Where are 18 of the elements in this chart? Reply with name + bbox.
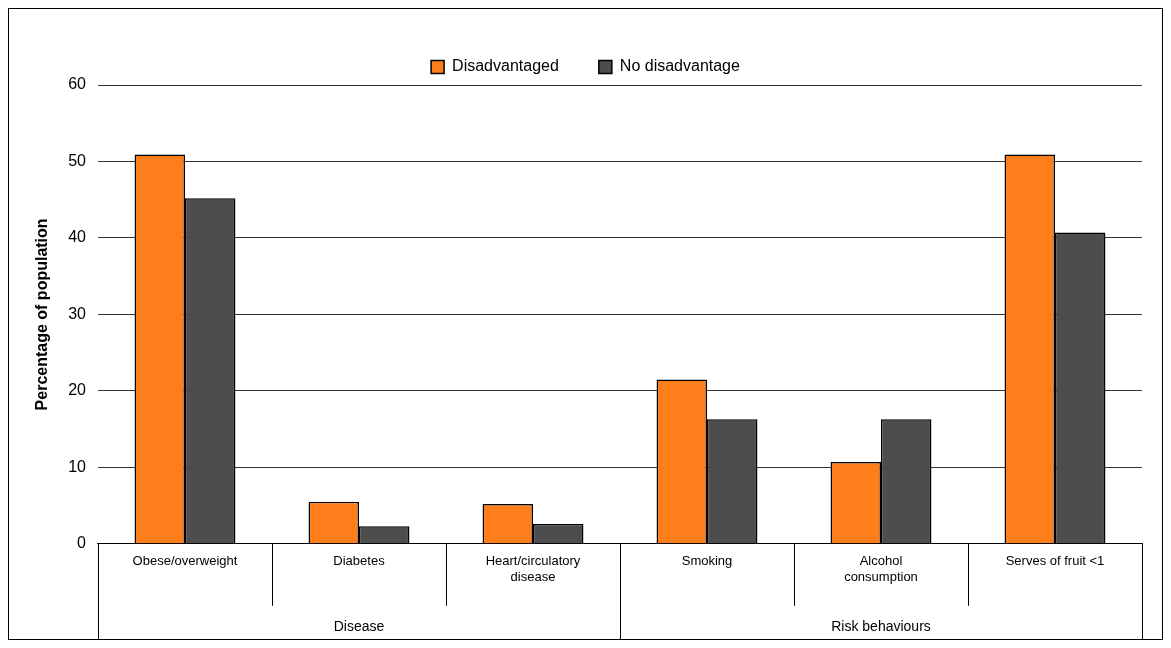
text: Risk behaviours (831, 617, 931, 634)
y-tick-label: 50 (68, 151, 87, 169)
text: Disease (333, 617, 385, 634)
y-axis-title: Percentage of population (33, 218, 51, 411)
y-tick-label: 20 (68, 381, 87, 399)
y-tick-label: 0 (77, 534, 87, 552)
legend-label: No disadvantage (619, 57, 741, 75)
x-tick-label: Obese/overweight (132, 553, 238, 569)
x-tick-label: Diabetes (333, 553, 386, 569)
y-tick-label: 40 (68, 228, 87, 246)
y-tick-label: 60 (68, 75, 87, 93)
x-tick-label: Alcohol consumption (844, 553, 918, 584)
x-tick-label: Serves of fruit <1 (1005, 553, 1105, 569)
y-tick-label: 10 (68, 457, 87, 475)
x-tick-label: Smoking (681, 553, 733, 569)
x-tick-label: Heart/circulatory disease (485, 553, 581, 584)
legend-label: Disadvantaged (452, 57, 559, 75)
y-tick-label: 30 (68, 304, 87, 322)
